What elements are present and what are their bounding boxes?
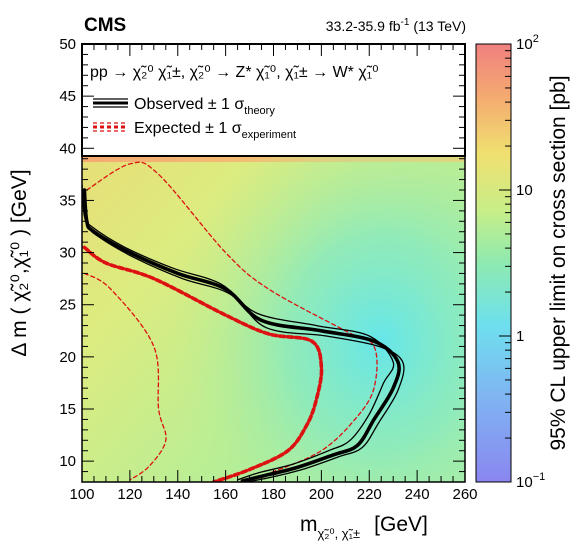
y-tick-label: 50 [59,36,76,53]
y-tick-label: 20 [59,349,76,366]
colorbar-axis: 10−1 1 10 102 [499,33,545,491]
observed-plus-1sigma-contour [83,199,405,482]
legend-observed-swatch [93,98,128,108]
z-tick-label: 10 [516,182,533,199]
legend-observed-label: Observed ± 1 σtheory [134,96,275,117]
colorbar-frame [475,43,512,483]
y-tick-label: 30 [59,245,76,262]
expected-minus-1sigma-contour [83,272,167,481]
y-tick-label: 40 [59,140,76,157]
legend: pp → χ̃₂⁰ χ̃₁±, χ̃₂⁰ → Z* χ̃₁⁰, χ̃₁± → W… [90,64,379,141]
x-tick-label: 260 [452,486,477,503]
expected-limit-contour [82,245,324,482]
legend-process: pp → χ̃₂⁰ χ̃₁±, χ̃₂⁰ → Z* χ̃₁⁰, χ̃₁± → W… [90,64,379,81]
legend-box [81,43,466,157]
x-tick-label: 140 [165,486,190,503]
legend-box-bg [82,44,465,156]
x-tick-label: 120 [117,486,142,503]
legend-expected-label: Expected ± 1 σexperiment [134,120,296,141]
x-tick-label: 180 [261,486,286,503]
colorbar [476,44,511,482]
x-tick-label: 220 [357,486,382,503]
z-tick-label: 1 [516,328,524,345]
y-tick-label: 10 [59,453,76,470]
axes: 100 120 140 160 180 200 220 240 260 10 15 20 25 30 35 4… [59,36,477,503]
x-tick-label: 240 [405,486,430,503]
y-tick-label: 45 [59,88,76,105]
x-axis-label: mχ̃₂⁰, χ̃₁± [GeV] [300,513,428,541]
z-axis-label: 95% CL upper limit on cross section [pb] [547,75,570,450]
y-tick-label: 15 [59,401,76,418]
observed-limit-contour [82,188,401,482]
observed-minus-1sigma-contour [82,184,395,481]
y-tick-label: 35 [59,192,76,209]
legend-expected-swatch [93,122,128,132]
x-tick-label: 160 [213,486,238,503]
z-tick-label: 10−1 [516,471,545,491]
z-tick-label: 102 [516,33,539,53]
y-axis-label: Δ m ( χ̃₂⁰,χ̃₁⁰ ) [GeV] [8,169,31,356]
y-tick-label: 25 [59,297,76,314]
luminosity-label: 33.2-35.9 fb-1 (13 TeV) [326,17,466,34]
experiment-label: CMS [84,15,126,36]
x-tick-label: 200 [309,486,334,503]
x-tick-label: 100 [69,486,94,503]
